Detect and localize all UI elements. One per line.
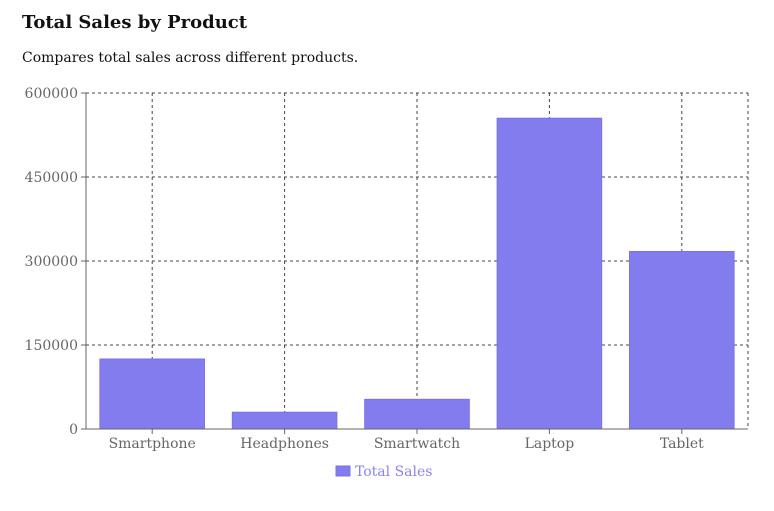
y-tick-label: 0 [69,422,78,438]
y-tick-label: 600000 [25,86,78,102]
legend-label[interactable]: Total Sales [355,464,432,480]
x-tick-label: Laptop [525,436,575,452]
axes: 0 150000 300000 450000 600000 Smartphone Headp… [25,86,748,452]
x-tick-label: Smartphone [109,436,196,452]
bar-smartphone[interactable] [99,358,205,430]
y-tick-label: 300000 [25,254,78,270]
x-tick-label: Headphones [240,436,329,452]
x-tick-label: Smartwatch [374,436,460,452]
chart-title: Total Sales by Product [22,12,248,33]
legend-swatch[interactable] [335,465,351,477]
legend: Total Sales [335,464,432,480]
y-tick-label: 450000 [25,170,78,186]
bar-laptop[interactable] [496,117,603,430]
bar-headphones[interactable] [231,411,338,430]
x-tick-label: Tablet [660,436,704,452]
chart-subtitle: Compares total sales across different pr… [22,50,359,66]
y-tick-label: 150000 [25,338,78,354]
bar-smartwatch[interactable] [364,398,470,430]
bars [99,117,735,430]
bar-tablet[interactable] [629,250,735,430]
